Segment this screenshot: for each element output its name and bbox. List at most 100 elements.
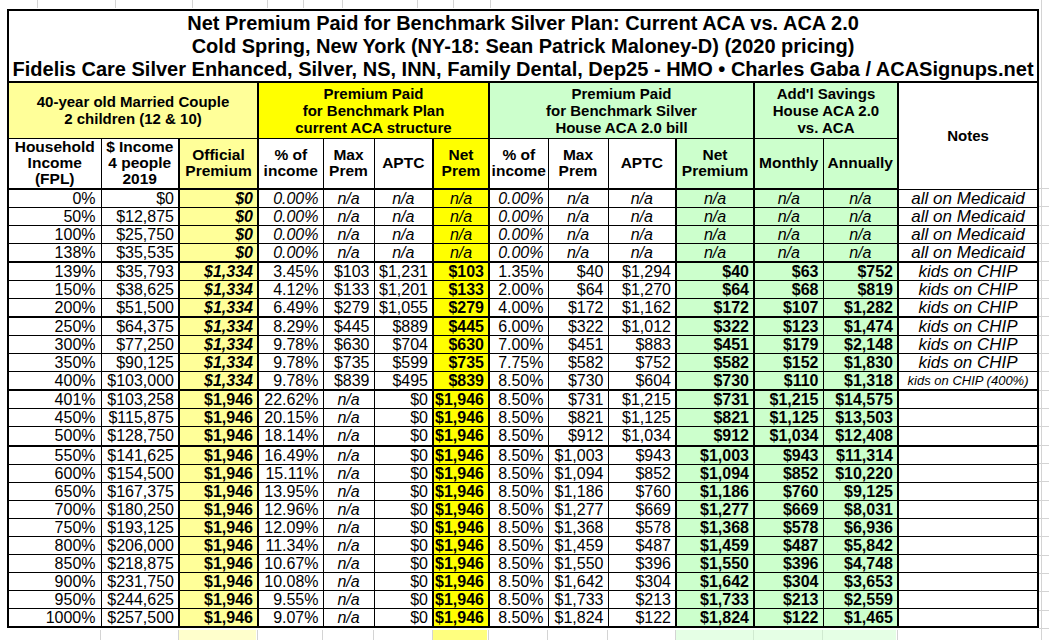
gridline [373, 630, 374, 640]
cell-annual-savings: $819 [823, 281, 898, 299]
cell-pct-income-aca2: 0.00% [489, 244, 548, 263]
cell-aptc-aca: $0 [374, 464, 433, 482]
cell-fpl: 400% [8, 372, 101, 391]
cell-note: kids on CHIP [898, 262, 1038, 281]
cell-note: all on Medicaid [898, 189, 1038, 208]
section-current-aca: Premium Paid for Benchmark Plan current … [258, 82, 489, 138]
gridline [547, 630, 548, 640]
cell-official-premium: $0 [179, 189, 258, 208]
cell-annual-savings: n/a [823, 244, 898, 263]
cell-income: $64,375 [101, 317, 179, 336]
gridline [1039, 225, 1049, 226]
cell-annual-savings: $10,220 [823, 464, 898, 482]
cell-fpl: 50% [8, 208, 101, 226]
cell-pct-income-aca2: 0.00% [489, 189, 548, 208]
cell-income: $35,793 [101, 262, 179, 281]
cell-max-prem-aca2: n/a [548, 208, 608, 226]
cell-income: $115,875 [101, 409, 179, 427]
cell-aptc-aca: $0 [374, 482, 433, 500]
cell-annual-savings: $2,559 [823, 590, 898, 608]
cell-note: kids on CHIP [898, 281, 1038, 299]
cell-max-prem-aca: n/a [323, 464, 374, 482]
cell-max-prem-aca2: $731 [548, 390, 608, 409]
col-header-max-prem-aca: MaxPrem [323, 138, 374, 189]
cell-monthly-savings: $1,125 [754, 409, 823, 427]
table-row: 800%$206,000$1,94611.34%n/a$0$1,9468.50%… [8, 536, 1038, 554]
title-row: Net Premium Paid for Benchmark Silver Pl… [8, 10, 1038, 82]
cell-pct-income-aca2: 8.50% [489, 590, 548, 608]
cell-official-premium: $1,334 [179, 336, 258, 354]
cell-monthly-savings: $760 [754, 482, 823, 500]
cell-pct-income-aca: 12.96% [258, 500, 323, 518]
cell-pct-income-aca2: 7.75% [489, 354, 548, 372]
cell-net-premium-aca2: $1,459 [676, 536, 754, 554]
column-color-bleed [179, 630, 256, 640]
cell-aptc-aca: $0 [374, 390, 433, 409]
cell-aptc-aca: $495 [374, 372, 433, 391]
cell-pct-income-aca: 9.78% [258, 372, 323, 391]
cell-income: $90,125 [101, 354, 179, 372]
cell-annual-savings: $4,748 [823, 554, 898, 572]
cell-net-prem-aca: $1,946 [433, 572, 489, 590]
cell-official-premium: $1,946 [179, 518, 258, 536]
cell-aptc-aca2: $760 [608, 482, 676, 500]
cell-max-prem-aca2: $912 [548, 427, 608, 446]
cell-income: $141,625 [101, 446, 179, 465]
cell-monthly-savings: $213 [754, 590, 823, 608]
cell-fpl: 850% [8, 554, 101, 572]
cell-note: all on Medicaid [898, 208, 1038, 226]
cell-fpl: 1000% [8, 608, 101, 627]
cell-annual-savings: $2,148 [823, 336, 898, 354]
cell-aptc-aca2: $1,034 [608, 427, 676, 446]
cell-max-prem-aca: n/a [323, 409, 374, 427]
cell-pct-income-aca2: 8.50% [489, 409, 548, 427]
cell-net-premium-aca2: $730 [676, 372, 754, 391]
cell-annual-savings: n/a [823, 189, 898, 208]
cell-annual-savings: n/a [823, 208, 898, 226]
table-row: 900%$231,750$1,94610.08%n/a$0$1,9468.50%… [8, 572, 1038, 590]
cell-official-premium: $1,946 [179, 446, 258, 465]
cell-pct-income-aca: 15.11% [258, 464, 323, 482]
gridline [1039, 628, 1049, 629]
cell-max-prem-aca2: n/a [548, 189, 608, 208]
cell-aptc-aca: $0 [374, 427, 433, 446]
gridline [490, 0, 491, 8]
table-row: 550%$141,625$1,94616.49%n/a$0$1,9468.50%… [8, 446, 1038, 465]
cell-note: all on Medicaid [898, 226, 1038, 244]
cell-net-prem-aca: $1,946 [433, 482, 489, 500]
cell-pct-income-aca: 10.08% [258, 572, 323, 590]
cell-income: $167,375 [101, 482, 179, 500]
cell-net-prem-aca: $1,946 [433, 390, 489, 409]
cell-aptc-aca2: $487 [608, 536, 676, 554]
gridline [342, 0, 343, 8]
cell-max-prem-aca: n/a [323, 554, 374, 572]
cell-net-premium-aca2: $1,368 [676, 518, 754, 536]
cell-net-prem-aca: $735 [433, 354, 489, 372]
cell-net-premium-aca2: $1,003 [676, 446, 754, 465]
cell-fpl: 900% [8, 572, 101, 590]
cell-official-premium: $1,946 [179, 482, 258, 500]
table-row: 850%$218,875$1,94610.67%n/a$0$1,9468.50%… [8, 554, 1038, 572]
gridline [1039, 408, 1049, 409]
table-row: 350%$90,125$1,3349.78%$735$599$7357.75%$… [8, 354, 1038, 372]
cell-official-premium: $1,334 [179, 281, 258, 299]
cell-max-prem-aca2: $730 [548, 372, 608, 391]
col-header-income: $ Income4 people2019 [101, 138, 179, 189]
cell-fpl: 950% [8, 590, 101, 608]
cell-max-prem-aca: $735 [323, 354, 374, 372]
cell-annual-savings: $1,474 [823, 317, 898, 336]
cell-pct-income-aca: 9.78% [258, 336, 323, 354]
cell-aptc-aca: $0 [374, 590, 433, 608]
cell-net-premium-aca2: n/a [676, 226, 754, 244]
cell-income: $77,250 [101, 336, 179, 354]
cell-aptc-aca: n/a [374, 226, 433, 244]
cell-annual-savings: n/a [823, 226, 898, 244]
cell-monthly-savings: $122 [754, 608, 823, 627]
cell-max-prem-aca2: $582 [548, 354, 608, 372]
cell-net-premium-aca2: $172 [676, 299, 754, 318]
gridline [1039, 518, 1049, 519]
cell-pct-income-aca: 9.07% [258, 608, 323, 627]
cell-income: $231,750 [101, 572, 179, 590]
cell-official-premium: $1,334 [179, 317, 258, 336]
cell-pct-income-aca2: 0.00% [489, 208, 548, 226]
